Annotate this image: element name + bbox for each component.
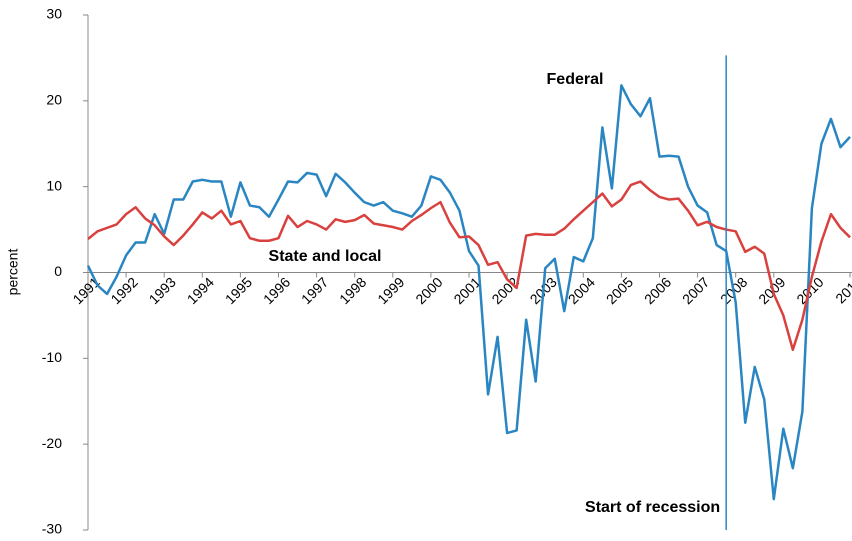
y-tick-label: -20 — [42, 435, 62, 451]
x-tick-label: 1998 — [336, 274, 369, 307]
x-tick-label: 2002 — [488, 274, 521, 307]
x-tick-label: 2000 — [412, 274, 445, 307]
y-tick-label: 20 — [46, 92, 62, 108]
series-label: State and local — [269, 248, 382, 265]
x-tick-label: 2005 — [603, 274, 636, 307]
x-tick-label: 1992 — [107, 274, 140, 307]
series-label: Federal — [547, 71, 604, 88]
x-tick-label: 2007 — [679, 274, 712, 307]
x-tick-label: 1994 — [184, 274, 217, 307]
x-tick-label: 2011 — [832, 274, 852, 307]
series-line — [86, 84, 851, 501]
y-tick-label: -30 — [42, 521, 62, 537]
x-tick-label: 1991 — [69, 274, 102, 307]
series-line — [87, 180, 851, 351]
y-tick-label: 30 — [46, 6, 62, 22]
y-axis-label: percent — [5, 249, 21, 296]
x-tick-label: 1995 — [222, 274, 255, 307]
x-tick-label: 1996 — [260, 274, 293, 307]
x-tick-label: 1997 — [298, 274, 331, 307]
y-tick-label: 0 — [54, 263, 62, 279]
annotation: Start of recession — [585, 499, 720, 516]
y-tick-label: 10 — [46, 177, 62, 193]
y-tick-label: -10 — [42, 349, 62, 365]
x-tick-label: 1999 — [374, 274, 407, 307]
x-tick-label: 1993 — [146, 274, 179, 307]
x-tick-label: 2006 — [641, 274, 674, 307]
